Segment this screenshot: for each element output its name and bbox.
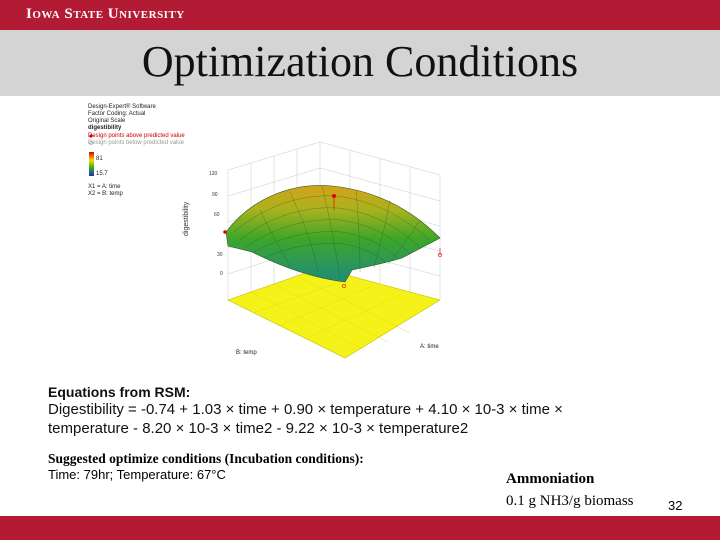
legend-high: 81 — [96, 156, 103, 162]
legend-x2: X2 = B: temp — [88, 191, 123, 197]
z-tick: 0 — [220, 271, 223, 277]
z-tick: 30 — [217, 252, 223, 258]
legend-below-marker — [89, 141, 93, 145]
university-logo: Iowa State University — [26, 6, 185, 22]
equation-line-2: temperature - 8.20 × 10-3 × time2 - 9.22… — [48, 420, 469, 437]
z-tick: 90 — [212, 192, 218, 198]
page-number: 32 — [668, 498, 683, 513]
legend-colorbar — [89, 152, 94, 176]
legend-x1: X1 = A: time — [88, 184, 121, 190]
legend-below: Design points below predicted value — [88, 140, 185, 146]
response-surface — [225, 185, 441, 283]
b-axis-label: B: temp — [236, 350, 257, 356]
ammoniation-value: 0.1 g NH3/g biomass — [506, 493, 634, 509]
z-tick: 120 — [209, 171, 218, 177]
legend-software: Design-Expert® Software — [88, 104, 156, 110]
equation-line-1: Digestibility = -0.74 + 1.03 × time + 0.… — [48, 401, 563, 418]
equation-heading: Equations from RSM: — [48, 384, 191, 400]
design-point-above — [223, 230, 227, 234]
floor-plane — [227, 267, 441, 359]
header-bar — [0, 0, 720, 30]
suggested-heading: Suggested optimize conditions (Incubatio… — [48, 451, 364, 466]
suggested-values: Time: 79hr; Temperature: 67°C — [48, 467, 226, 482]
z-axis-label: digestibility — [183, 201, 190, 236]
legend-above: Design points above predicted value — [88, 133, 185, 139]
ammoniation-block: Ammoniation 0.1 g NH3/g biomass — [506, 468, 634, 512]
footer-bar — [0, 516, 720, 540]
rsm-equation: Equations from RSM: Digestibility = -0.7… — [48, 384, 578, 438]
slide-title: Optimization Conditions — [141, 37, 579, 86]
response-surface-plot — [89, 134, 442, 359]
design-point-below — [342, 284, 346, 288]
suggested-conditions: Suggested optimize conditions (Incubatio… — [48, 451, 364, 482]
legend-above-marker — [89, 134, 93, 138]
ammoniation-heading: Ammoniation — [506, 471, 595, 487]
legend-scale: Original Scale — [88, 118, 126, 124]
legend-factor-coding: Factor Coding: Actual — [88, 111, 146, 117]
a-axis-label: A: time — [420, 344, 439, 350]
z-tick: 60 — [214, 212, 220, 218]
title-band — [0, 30, 720, 96]
legend-low: 15.7 — [96, 171, 108, 177]
legend-response: digestibility — [88, 125, 122, 131]
